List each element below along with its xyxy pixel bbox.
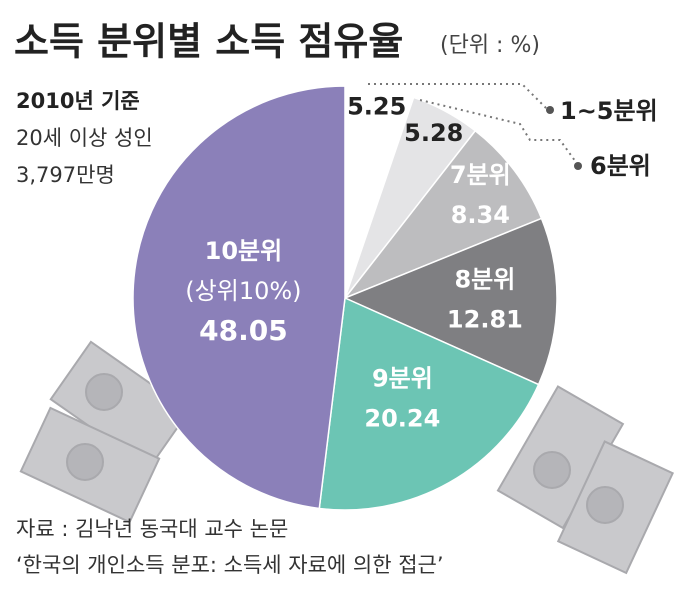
pie-slice: [342, 129, 543, 300]
chart-title: 소득 분위별 소득 점유율: [14, 20, 403, 64]
leader-lines: [368, 83, 579, 166]
slice-name: 7분위: [450, 161, 511, 189]
value-label: 48.05: [199, 314, 288, 347]
outside-label: 1~5분위: [560, 97, 658, 125]
value-label: 8.34: [451, 201, 510, 229]
note: 2010년 기준: [16, 89, 140, 113]
leader-dot: [574, 162, 582, 170]
value-label: 20.24: [364, 405, 440, 433]
pie-slice: [343, 217, 558, 386]
unit-label: (단위 : %): [440, 33, 540, 58]
slice-name: 9분위: [372, 365, 433, 393]
note: 20세 이상 성인: [16, 126, 153, 150]
money-decoration: [19, 340, 675, 575]
note: 3,797만명: [16, 163, 115, 187]
pie-slice: [318, 296, 540, 511]
slice-name: 10분위: [205, 237, 283, 265]
value-label: 5.25: [347, 93, 406, 121]
value-label: 12.81: [447, 305, 523, 333]
source: 자료 : 김낙년 동국대 교수 논문: [16, 517, 288, 541]
leader-dot: [546, 106, 554, 114]
slice-name: 8분위: [454, 265, 515, 293]
source: ‘한국의 개인소득 분포: 소득세 자료에 의한 접근’: [16, 553, 444, 577]
pie-slice: [132, 85, 346, 510]
slice-note: (상위10%): [185, 277, 301, 305]
value-label: 5.28: [404, 119, 463, 147]
outside-label: 6분위: [590, 152, 651, 180]
pie: 5.255.28 7분위 8.34 8분위 12.81 9분위 20.24 10분위 (상위10…: [132, 85, 558, 511]
